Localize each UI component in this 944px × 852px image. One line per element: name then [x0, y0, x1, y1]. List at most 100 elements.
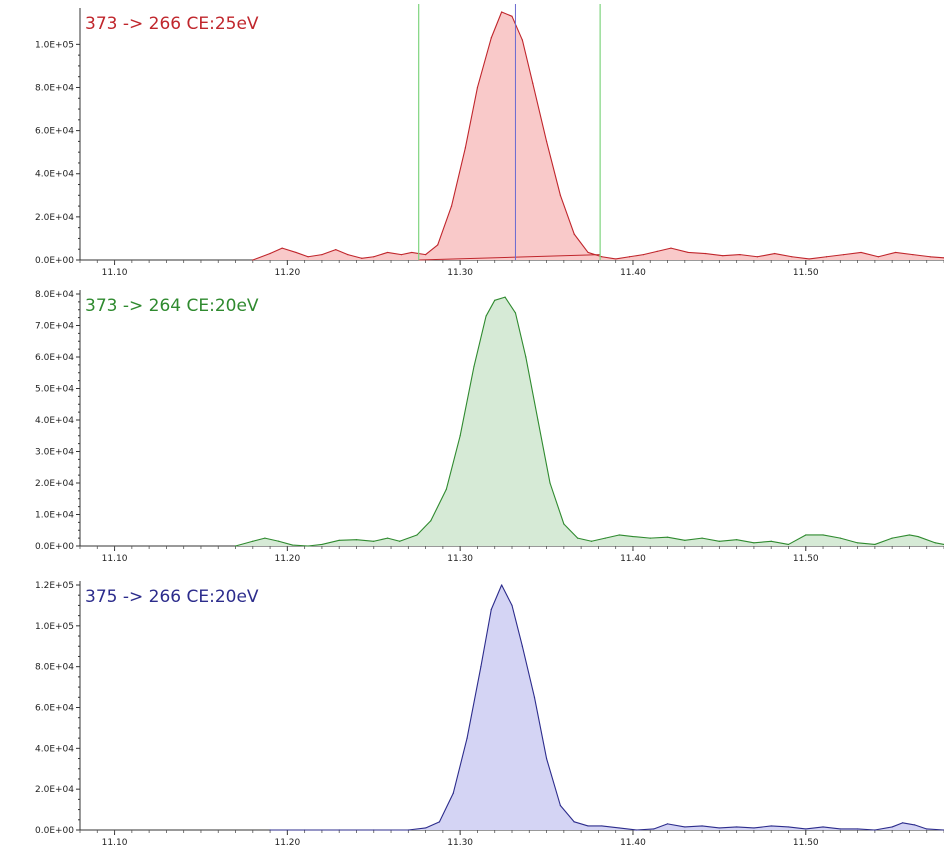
data-point [234, 545, 237, 547]
data-point [934, 542, 936, 544]
series-line [252, 11, 944, 261]
data-point [874, 829, 876, 831]
data-point [753, 542, 755, 544]
data-point [425, 254, 427, 256]
data-point [514, 312, 517, 314]
data-point [347, 254, 349, 256]
y-tick-label: 5.0E+04 [35, 385, 74, 395]
y-tick-label: 1.0E+04 [35, 511, 74, 521]
x-tick-label: 11.40 [620, 268, 646, 278]
data-point [386, 537, 389, 539]
panel-title: 375 -> 266 CE:20eV [85, 587, 259, 607]
data-point [825, 256, 828, 258]
data-point [425, 827, 427, 829]
data-point [338, 539, 340, 541]
data-point [321, 543, 323, 546]
data-point [891, 826, 893, 828]
data-point [908, 534, 911, 536]
data-point [407, 829, 409, 831]
y-tick-label: 3.0E+04 [35, 448, 74, 458]
data-point [756, 256, 758, 258]
data-point [604, 537, 606, 539]
y-tick-label: 2.0E+04 [35, 479, 74, 489]
data-point [615, 258, 617, 260]
y-tick-label: 0.0E+00 [35, 826, 74, 836]
data-point [252, 540, 254, 542]
y-tick-label: 0.0E+00 [35, 256, 74, 266]
data-point [808, 258, 810, 260]
y-tick-label: 7.0E+04 [35, 322, 74, 332]
data-point [476, 86, 479, 89]
x-tick-label: 11.10 [102, 838, 128, 848]
data-point [373, 540, 375, 542]
data-point [843, 254, 845, 256]
data-point [628, 256, 631, 258]
data-point [521, 645, 523, 647]
data-point [805, 534, 807, 536]
x-tick-label: 11.20 [274, 554, 300, 564]
data-point [537, 419, 539, 421]
x-tick-label: 11.40 [620, 554, 646, 564]
data-point [559, 804, 561, 807]
y-tick-label: 6.0E+04 [35, 704, 74, 714]
data-point [466, 737, 468, 739]
panel-title: 373 -> 266 CE:25eV [85, 14, 259, 34]
data-point [464, 147, 466, 149]
data-point [445, 488, 447, 490]
data-point [252, 259, 254, 261]
data-point [877, 256, 879, 258]
data-point [860, 251, 862, 254]
data-point [649, 537, 651, 539]
data-point [587, 251, 589, 254]
data-point [822, 826, 824, 828]
y-tick-label: 8.0E+04 [35, 663, 74, 673]
y-tick-label: 1.0E+05 [35, 622, 74, 632]
data-point [521, 39, 523, 41]
data-point [450, 205, 453, 207]
data-point [739, 254, 741, 256]
data-point [774, 252, 776, 255]
data-point [430, 520, 432, 522]
data-point [687, 251, 689, 254]
data-point [545, 140, 548, 142]
data-point [533, 696, 536, 698]
data-point [545, 757, 548, 760]
series-line [235, 296, 944, 547]
data-point [573, 233, 575, 235]
data-point [559, 194, 561, 196]
data-point [914, 824, 916, 826]
data-point [618, 827, 620, 829]
data-point [701, 537, 703, 539]
data-point [452, 792, 454, 794]
x-tick-label: 11.50 [793, 838, 819, 848]
y-tick-label: 4.0E+04 [35, 744, 74, 754]
data-point [670, 247, 672, 249]
data-point [642, 254, 644, 256]
data-point [335, 249, 337, 251]
data-point [361, 257, 363, 259]
x-tick-label: 11.30 [447, 838, 473, 848]
data-point [822, 534, 824, 536]
data-point [618, 534, 620, 536]
data-point [704, 252, 707, 255]
data-point [912, 254, 914, 256]
data-point [269, 252, 271, 255]
integration-baseline [418, 254, 601, 261]
y-tick-label: 8.0E+04 [35, 83, 74, 93]
data-point [355, 539, 358, 541]
data-point [736, 539, 738, 541]
data-point [386, 251, 389, 254]
data-point [501, 584, 503, 586]
data-point [416, 534, 418, 536]
data-point [891, 537, 893, 539]
data-point [701, 825, 703, 827]
data-point [917, 535, 919, 538]
x-tick-label: 11.20 [274, 838, 300, 848]
data-point [278, 540, 280, 542]
data-point [684, 539, 686, 541]
data-point [485, 315, 487, 317]
data-point [490, 37, 492, 39]
data-point [563, 523, 565, 525]
data-point [839, 537, 841, 539]
data-point [653, 828, 655, 830]
